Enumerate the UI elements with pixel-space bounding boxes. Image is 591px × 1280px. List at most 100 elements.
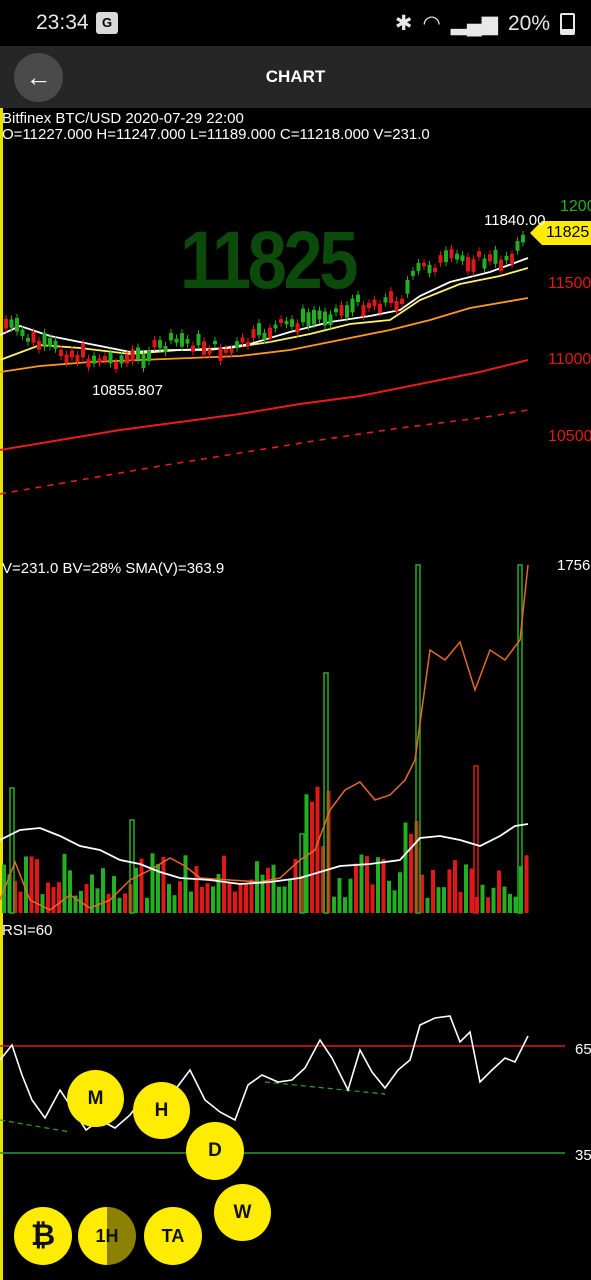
volume-bar xyxy=(502,886,507,913)
volume-bar xyxy=(18,891,23,913)
volume-bar xyxy=(519,866,523,913)
candle-body xyxy=(48,338,52,347)
volume-bar xyxy=(189,891,193,913)
candle-body xyxy=(515,241,520,251)
candle-body xyxy=(9,319,14,328)
ma-yellow xyxy=(0,267,529,361)
candle-body xyxy=(477,251,481,257)
volume-bar xyxy=(222,855,226,913)
crosshair-line xyxy=(0,108,3,1280)
candle-body xyxy=(119,355,124,364)
candle-body xyxy=(482,258,487,269)
volume-bar xyxy=(491,887,496,913)
volume-sma-white xyxy=(0,823,529,885)
interval-label: 1H xyxy=(95,1226,119,1246)
candle-body xyxy=(356,294,360,303)
candle-body xyxy=(328,314,333,326)
volume-bar xyxy=(233,891,237,913)
candle-body xyxy=(471,259,476,272)
volume-bar xyxy=(24,856,28,913)
candle-body xyxy=(444,250,448,263)
volume-bar xyxy=(260,874,265,913)
volume-spike-bar xyxy=(415,564,421,914)
volume-bar xyxy=(161,856,166,913)
volume-bar xyxy=(304,794,309,913)
candle-body xyxy=(455,253,459,260)
volume-bar xyxy=(90,874,94,913)
candle-body xyxy=(4,318,8,329)
candle-body xyxy=(449,248,454,259)
volume-bar xyxy=(436,887,441,913)
volume-bar xyxy=(370,884,375,913)
volume-bar xyxy=(277,886,281,913)
candle-body xyxy=(202,341,206,355)
volume-bar xyxy=(238,883,243,913)
candle-body xyxy=(372,299,377,307)
volume-bar xyxy=(205,883,210,913)
volume-bar xyxy=(156,864,160,913)
timeframe-h-button[interactable]: H xyxy=(133,1082,190,1139)
candle-body xyxy=(213,340,217,345)
candle-body xyxy=(97,358,102,363)
candle-body xyxy=(251,329,256,338)
candle-body xyxy=(114,362,118,370)
timeframe-d-button[interactable]: D xyxy=(186,1122,244,1180)
volume-bar xyxy=(447,869,452,913)
ta-button[interactable]: TA xyxy=(144,1207,202,1265)
chart-info-symbol: Bitfinex BTC/USD 2020-07-29 22:00 xyxy=(2,110,244,127)
candle-body xyxy=(334,308,338,313)
volume-bar xyxy=(365,856,369,913)
candle-body xyxy=(15,317,19,332)
low-label: 10855.807 xyxy=(92,382,163,399)
candle-body xyxy=(405,279,410,294)
high-label: 11840.00 xyxy=(484,212,546,229)
candle-body xyxy=(411,270,415,276)
volume-bar xyxy=(68,870,72,913)
candle-body xyxy=(427,264,432,274)
candle-body xyxy=(174,338,179,343)
status-time: 23:34 xyxy=(36,11,89,34)
candle-body xyxy=(70,350,74,358)
timeframe-w-button[interactable]: W xyxy=(214,1184,271,1241)
candle-body xyxy=(416,262,421,271)
candle-body xyxy=(108,352,113,364)
ma-orange xyxy=(0,297,529,373)
volume-bar xyxy=(497,870,501,913)
current-price-tag: 11825 xyxy=(530,221,591,245)
volume-bar xyxy=(469,868,474,913)
volume-bar xyxy=(84,884,89,913)
timeframe-m-button[interactable]: M xyxy=(67,1070,124,1127)
candle-body xyxy=(224,349,228,353)
rsi-info: RSI=60 xyxy=(2,922,53,939)
coin-select-button[interactable]: ₿ xyxy=(14,1207,72,1265)
volume-bar xyxy=(271,864,276,913)
candle-body xyxy=(53,340,58,349)
volume-bar xyxy=(183,855,188,913)
candle-body xyxy=(389,291,393,304)
volume-bar xyxy=(112,876,116,913)
volume-bar xyxy=(442,887,446,913)
candle-body xyxy=(400,298,404,304)
volume-bar xyxy=(420,874,424,913)
candle-body xyxy=(158,340,162,348)
volume-bar xyxy=(13,880,17,913)
volume-bar xyxy=(513,896,518,913)
candle-body xyxy=(180,333,184,347)
candle-body xyxy=(125,355,129,364)
candle-body xyxy=(240,337,245,343)
back-button[interactable]: ← xyxy=(14,53,63,102)
bluetooth-icon: ✱ xyxy=(394,12,413,35)
candle-body xyxy=(31,331,36,343)
candle-body xyxy=(196,333,201,346)
candle-body xyxy=(339,304,344,316)
volume-bar xyxy=(288,878,292,913)
volume-bar xyxy=(46,882,50,913)
volume-bar xyxy=(282,886,287,913)
price-axis-10500: 10500 xyxy=(548,428,591,445)
candle-body xyxy=(86,358,91,368)
candle-body xyxy=(26,337,30,342)
candle-body xyxy=(361,305,366,316)
candle-body xyxy=(92,355,96,364)
interval-button[interactable]: 1H xyxy=(78,1207,136,1265)
